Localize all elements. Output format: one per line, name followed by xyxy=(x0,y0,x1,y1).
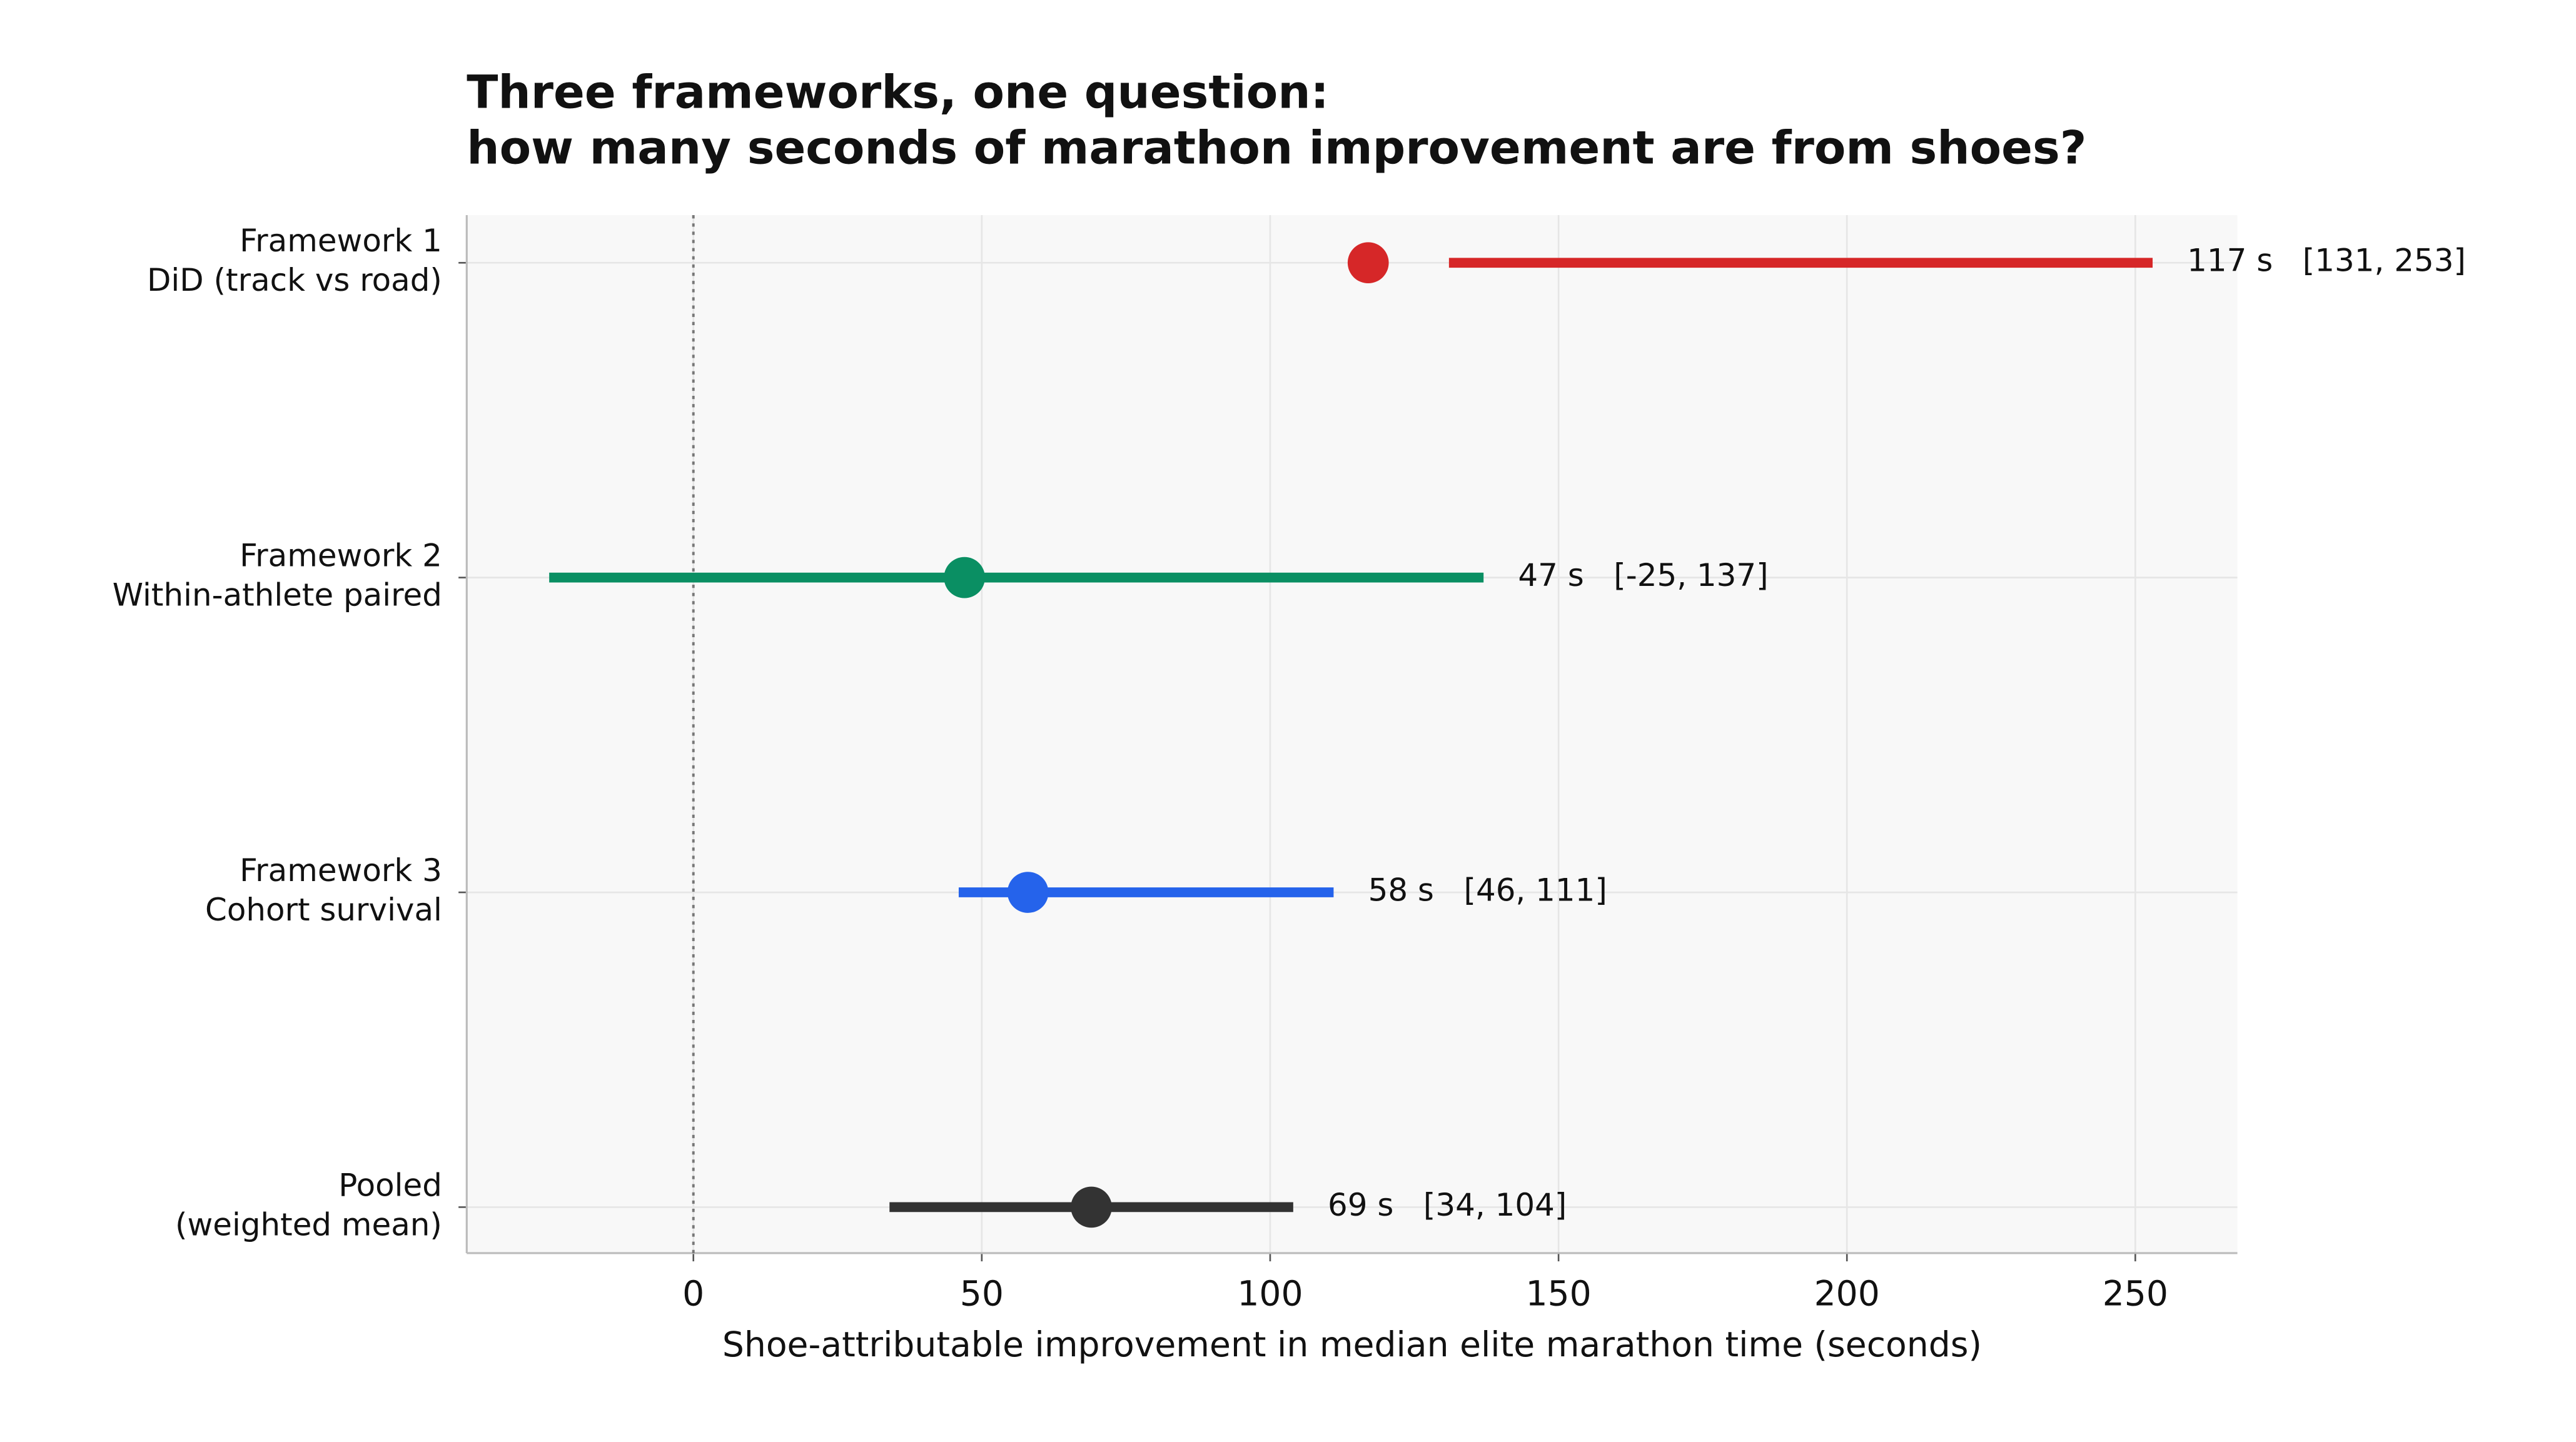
plot-background xyxy=(467,215,2238,1253)
y-tick-label: DiD (track vs road) xyxy=(147,262,442,298)
y-tick-label: Within-athlete paired xyxy=(113,577,442,613)
x-tick-label: 250 xyxy=(2103,1274,2168,1314)
chart-title: Three frameworks, one question: xyxy=(467,66,1329,119)
x-tick-label: 50 xyxy=(960,1274,1004,1314)
y-tick-label: Framework 1 xyxy=(240,223,442,259)
x-tick-label: 200 xyxy=(1814,1274,1880,1314)
value-label: 47 s [-25, 137] xyxy=(1518,557,1768,593)
estimate-point xyxy=(944,557,986,598)
estimate-point xyxy=(1347,242,1389,284)
x-tick-label: 100 xyxy=(1237,1274,1303,1314)
y-tick-label: (weighted mean) xyxy=(175,1206,442,1243)
x-axis-label: Shoe-attributable improvement in median … xyxy=(722,1325,1982,1365)
y-tick-label: Pooled xyxy=(338,1167,442,1203)
y-tick-label: Framework 2 xyxy=(240,538,442,574)
x-tick-label: 0 xyxy=(682,1274,704,1314)
y-tick-label: Cohort survival xyxy=(205,892,442,928)
y-tick-label: Framework 3 xyxy=(240,852,442,889)
estimate-point xyxy=(1007,872,1049,913)
x-tick-label: 150 xyxy=(1525,1274,1591,1314)
value-label: 69 s [34, 104] xyxy=(1328,1187,1567,1223)
chart-title: how many seconds of marathon improvement… xyxy=(467,122,2086,175)
value-label: 58 s [46, 111] xyxy=(1368,872,1607,909)
value-label: 117 s [131, 253] xyxy=(2187,243,2466,279)
estimate-point xyxy=(1071,1186,1112,1228)
